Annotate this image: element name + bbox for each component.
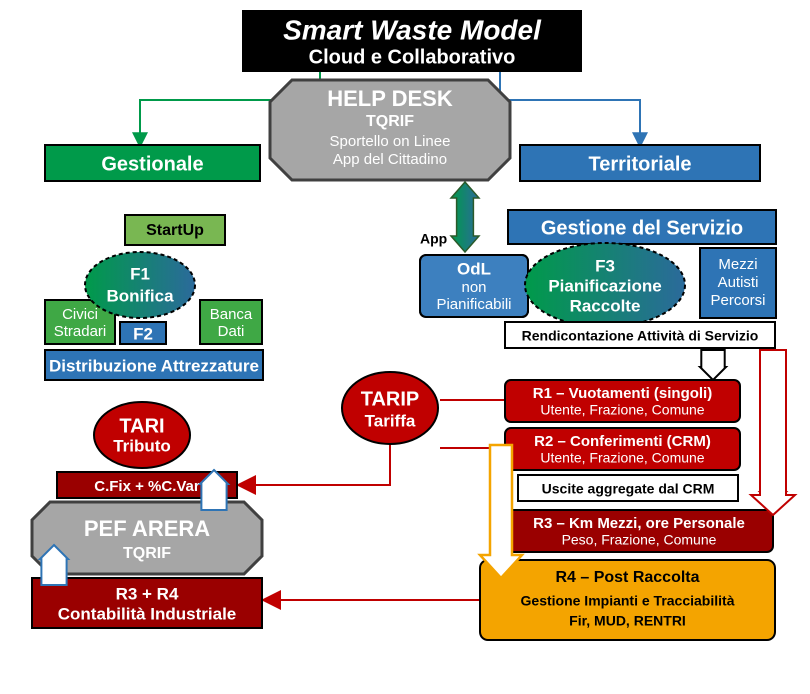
svg-text:PEF ARERA: PEF ARERA [84,516,210,541]
svg-text:Sportello on Linee: Sportello on Linee [330,133,451,150]
svg-text:R1 – Vuotamenti (singoli): R1 – Vuotamenti (singoli) [533,385,712,402]
svg-text:Pianificabili: Pianificabili [436,296,511,313]
svg-text:Gestione del Servizio: Gestione del Servizio [541,217,743,239]
svg-text:Territoriale: Territoriale [589,153,692,175]
diagram-canvas: Smart Waste ModelCloud e Collaborativo HE… [0,0,810,694]
svg-text:App del Cittadino: App del Cittadino [333,151,447,168]
svg-text:Utente, Frazione, Comune: Utente, Frazione, Comune [540,402,704,418]
svg-text:R2 – Conferimenti (CRM): R2 – Conferimenti (CRM) [534,433,711,450]
svg-text:StartUp: StartUp [146,222,204,239]
svg-text:Civici: Civici [62,306,98,323]
svg-text:OdL: OdL [457,259,491,278]
svg-text:Contabilità Industriale: Contabilità Industriale [58,604,237,623]
svg-text:Tributo: Tributo [113,436,171,455]
svg-text:TQRIF: TQRIF [123,545,171,562]
svg-text:Smart Waste Model: Smart Waste Model [283,14,542,45]
svg-text:Autisti: Autisti [718,274,759,291]
svg-text:TQRIF: TQRIF [366,113,414,130]
svg-text:Fir, MUD, RENTRI: Fir, MUD, RENTRI [569,613,686,629]
svg-text:non: non [461,279,486,296]
svg-text:Raccolte: Raccolte [570,296,641,315]
svg-text:App: App [420,231,447,247]
svg-text:Uscite aggregate dal CRM: Uscite aggregate dal CRM [542,481,715,497]
svg-text:Gestionale: Gestionale [101,153,203,175]
svg-text:Pianificazione: Pianificazione [548,276,661,295]
svg-text:Stradari: Stradari [54,323,107,340]
svg-text:F3: F3 [595,256,615,275]
svg-text:Gestione Impianti e Tracciabi: Gestione Impianti e Tracciabilità [521,593,735,609]
svg-text:Bonifica: Bonifica [106,286,174,305]
svg-text:C.Fix + %C.Var: C.Fix + %C.Var [94,478,200,495]
svg-text:Utente, Frazione, Comune: Utente, Frazione, Comune [540,450,704,466]
svg-text:Rendicontazione Attività di Se: Rendicontazione Attività di Servizio [522,328,759,344]
svg-text:Tariffa: Tariffa [365,411,416,430]
svg-text:Peso, Frazione, Comune: Peso, Frazione, Comune [562,532,717,548]
svg-text:Dati: Dati [218,323,245,340]
svg-text:Banca: Banca [210,306,253,323]
svg-text:Percorsi: Percorsi [710,292,765,309]
svg-text:Distribuzione Attrezzature: Distribuzione Attrezzature [49,356,259,375]
svg-text:TARIP: TARIP [361,388,420,410]
svg-text:Mezzi: Mezzi [718,256,757,273]
svg-text:F1: F1 [130,264,150,283]
svg-text:HELP DESK: HELP DESK [327,86,453,111]
svg-text:F2: F2 [133,324,153,343]
svg-text:R3 – Km Mezzi, ore Personale: R3 – Km Mezzi, ore Personale [533,515,745,532]
svg-text:R3 + R4: R3 + R4 [116,584,179,603]
svg-text:Cloud e Collaborativo: Cloud e Collaborativo [309,46,516,68]
svg-text:R4 – Post Raccolta: R4 – Post Raccolta [555,569,699,586]
svg-text:TARI: TARI [119,415,164,437]
